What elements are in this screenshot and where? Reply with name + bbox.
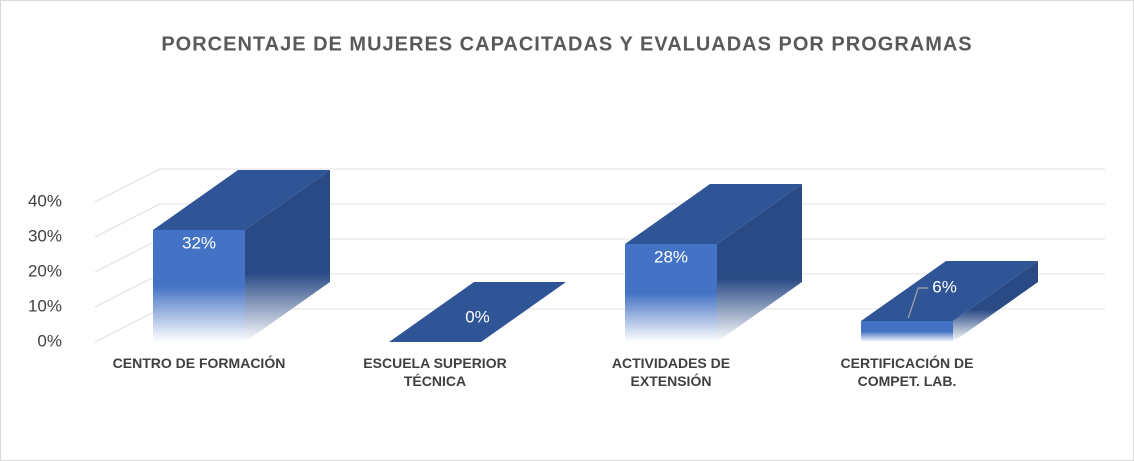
bar-side bbox=[717, 184, 802, 342]
y-tick-label: 0% bbox=[37, 331, 62, 350]
x-tick-label: CENTRO DE FORMACIÓN bbox=[112, 355, 286, 371]
bar-side bbox=[953, 261, 1038, 342]
bar-top bbox=[153, 170, 330, 230]
leader-line bbox=[907, 287, 929, 319]
bar-top bbox=[625, 184, 802, 244]
bar-top bbox=[861, 261, 1038, 321]
value-label: 6% bbox=[932, 277, 957, 296]
bar-front bbox=[861, 321, 953, 342]
bar-front bbox=[153, 230, 245, 342]
x-tick-label: CERTIFICACIÓN DE COMPET. LAB. bbox=[840, 355, 974, 389]
y-tick-label: 30% bbox=[28, 226, 62, 245]
x-tick-label: ESCUELA SUPERIOR TÉCNICA bbox=[363, 355, 507, 389]
value-label: 32% bbox=[182, 233, 216, 252]
y-tick-label: 40% bbox=[28, 191, 62, 210]
chart-title: PORCENTAJE DE MUJERES CAPACITADAS Y EVAL… bbox=[161, 33, 972, 55]
value-label: 0% bbox=[465, 307, 490, 326]
grid-line bbox=[94, 168, 1105, 203]
value-label: 28% bbox=[654, 247, 688, 266]
bar-front bbox=[625, 244, 717, 342]
x-tick-label: ACTIVIDADES DE EXTENSIÓN bbox=[611, 355, 731, 389]
bar-top bbox=[389, 282, 566, 342]
y-tick-label: 20% bbox=[28, 261, 62, 280]
y-tick-label: 10% bbox=[28, 296, 62, 315]
bar-side bbox=[245, 170, 330, 342]
